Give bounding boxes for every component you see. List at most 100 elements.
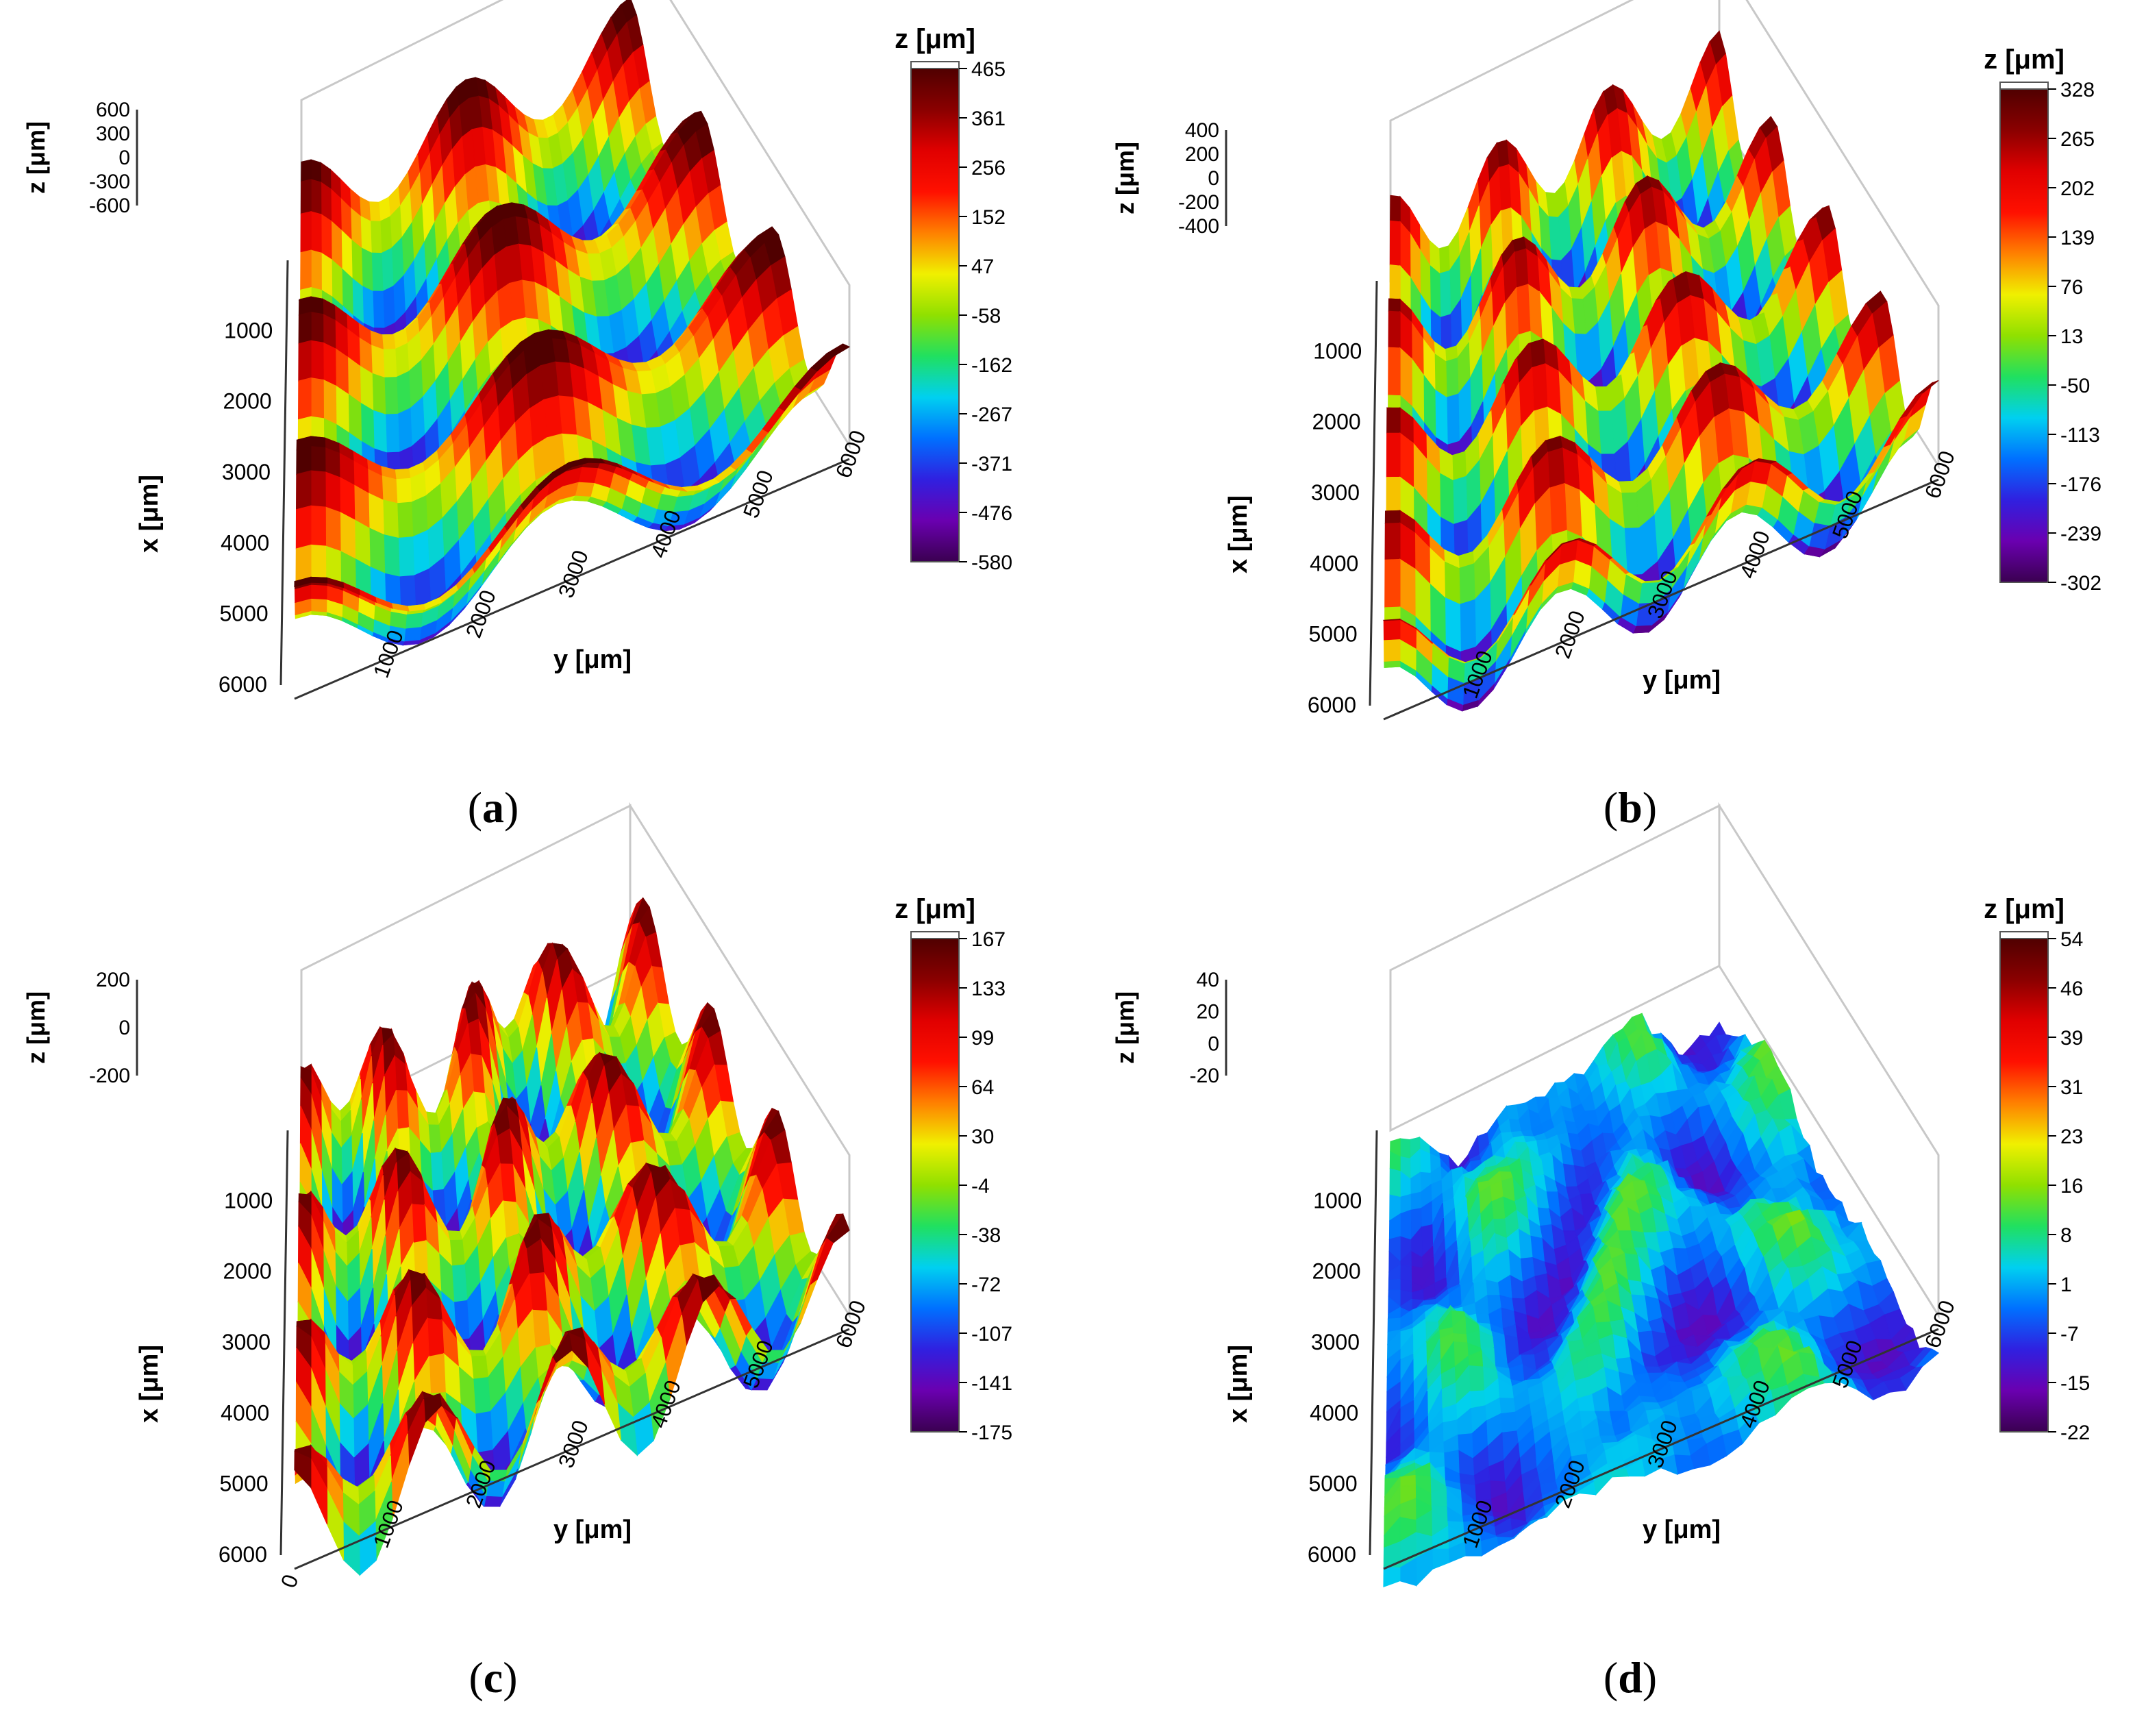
surface-cell (397, 408, 412, 454)
colorbar-tick-label: 465 (971, 58, 1006, 81)
z-tick-label: -600 (89, 195, 130, 217)
z-tick-label: -400 (1178, 215, 1219, 238)
surface-cell (1452, 1332, 1468, 1343)
x-tick-label: 1000 (224, 318, 273, 343)
surface-cell (825, 343, 851, 358)
surface-cell (371, 345, 385, 379)
colorbar-tick-label: 152 (971, 206, 1006, 229)
colorbar-tick-label: -580 (971, 551, 1012, 574)
colorbar-tick-label: 64 (971, 1076, 994, 1099)
surface-cell (1468, 1365, 1484, 1392)
surface-cell (473, 1377, 491, 1415)
z-axis-label: z [μm] (22, 991, 50, 1064)
y-tick-label: 0 (276, 1571, 303, 1591)
surface-cell (295, 470, 312, 510)
surface-cell (1458, 563, 1475, 606)
surface-cell (1384, 510, 1401, 524)
surface-cell (372, 410, 388, 454)
surface-cell (411, 495, 428, 538)
surface-cell (298, 311, 312, 345)
surface-cell (1527, 1330, 1544, 1340)
z-tick-label: 20 (1197, 1001, 1219, 1024)
surface-cell (1530, 338, 1546, 369)
y-axis-label: y [μm] (1643, 1515, 1721, 1544)
surface-cell (310, 470, 326, 508)
surface-cell (1443, 560, 1460, 606)
colorbar-tick-label: -302 (2060, 572, 2101, 595)
z-tick-label: 0 (118, 147, 130, 169)
axis-lines (279, 260, 850, 700)
surface-cell (1434, 388, 1448, 446)
colorbar-tick-label: -22 (2060, 1422, 2090, 1444)
colorbar-tick-label: -4 (971, 1175, 990, 1198)
y-tick-label: 3000 (553, 1417, 593, 1471)
surface-cell (395, 478, 412, 504)
y-tick-label: 6000 (831, 427, 871, 481)
colorbar-tick-label: -72 (971, 1274, 1001, 1296)
colorbar-tick-label: 13 (2060, 325, 2083, 348)
colorbar-tick-label: 167 (971, 928, 1006, 951)
surface-cell (1496, 1537, 1514, 1547)
colorbar-tick-label: -175 (971, 1422, 1012, 1444)
panel-caption: (a) (468, 783, 519, 832)
surface-a (294, 0, 851, 646)
surface-cell (1388, 1279, 1401, 1291)
y-tick-label: 4000 (1735, 528, 1775, 582)
surface-cell (360, 247, 373, 293)
surface-cell (395, 1089, 410, 1130)
colorbar-tick-label: -15 (2060, 1372, 2090, 1395)
surface-cell (310, 576, 328, 584)
x-axis-label: x [μm] (135, 1345, 164, 1423)
surface-cell (1384, 522, 1401, 560)
surface-cell (1516, 284, 1531, 336)
surface-cell (382, 286, 395, 330)
surface-cell (1444, 597, 1461, 653)
colorbar-tick-label: 23 (2060, 1126, 2083, 1148)
x-tick-label: 4000 (1310, 551, 1358, 575)
surface-cell (1547, 447, 1565, 489)
z-tick-label: 0 (1208, 167, 1219, 190)
panel-caption: (d) (1604, 1653, 1657, 1702)
colorbar-tick-label: -38 (971, 1224, 1001, 1247)
surface-cell (360, 215, 372, 254)
colorbar-tick-label: -476 (971, 502, 1012, 525)
x-axis-label: x [μm] (135, 475, 164, 553)
panel-caption: (b) (1604, 783, 1657, 832)
surface-cell (1708, 1021, 1727, 1037)
surface-cell (382, 499, 399, 539)
surface-cell (381, 247, 394, 293)
surface-cell (1500, 1411, 1517, 1434)
colorbar-tick-label: 76 (2060, 276, 2083, 299)
surface-cell (295, 505, 312, 549)
colorbar-tick-label: 30 (971, 1126, 994, 1148)
surface-cell (405, 612, 423, 629)
surface-cell (323, 379, 337, 425)
x-axis-label: x [μm] (1224, 495, 1253, 573)
surface-cell (371, 373, 386, 416)
x-tick-label: 5000 (219, 602, 268, 626)
x-axis-label: x [μm] (1224, 1345, 1253, 1423)
x-tick-label: 4000 (1310, 1400, 1358, 1425)
colorbar-tick-label: -267 (971, 404, 1012, 426)
surface-cell (381, 334, 396, 350)
z-axis-label: z [μm] (22, 121, 50, 194)
x-tick-label: 4000 (221, 1400, 269, 1425)
surface-cell (411, 1204, 427, 1244)
y-tick-label: 5000 (738, 467, 778, 521)
surface-cell (1564, 482, 1582, 538)
surface-cell (369, 201, 381, 223)
colorbar-tick-label: 8 (2060, 1224, 2072, 1247)
surface-cell (1383, 619, 1401, 641)
surface-cell (323, 342, 336, 387)
surface-cell (1438, 245, 1450, 275)
surface-cell (325, 506, 341, 552)
surface-cell (310, 445, 326, 473)
colorbar-tick-label: -141 (971, 1372, 1012, 1395)
surface-cell (362, 286, 375, 329)
panel-caption: (c) (469, 1653, 517, 1702)
colorbar-label: z [μm] (1984, 894, 2064, 924)
surface-cell (382, 349, 397, 378)
surface-cell (394, 468, 411, 480)
